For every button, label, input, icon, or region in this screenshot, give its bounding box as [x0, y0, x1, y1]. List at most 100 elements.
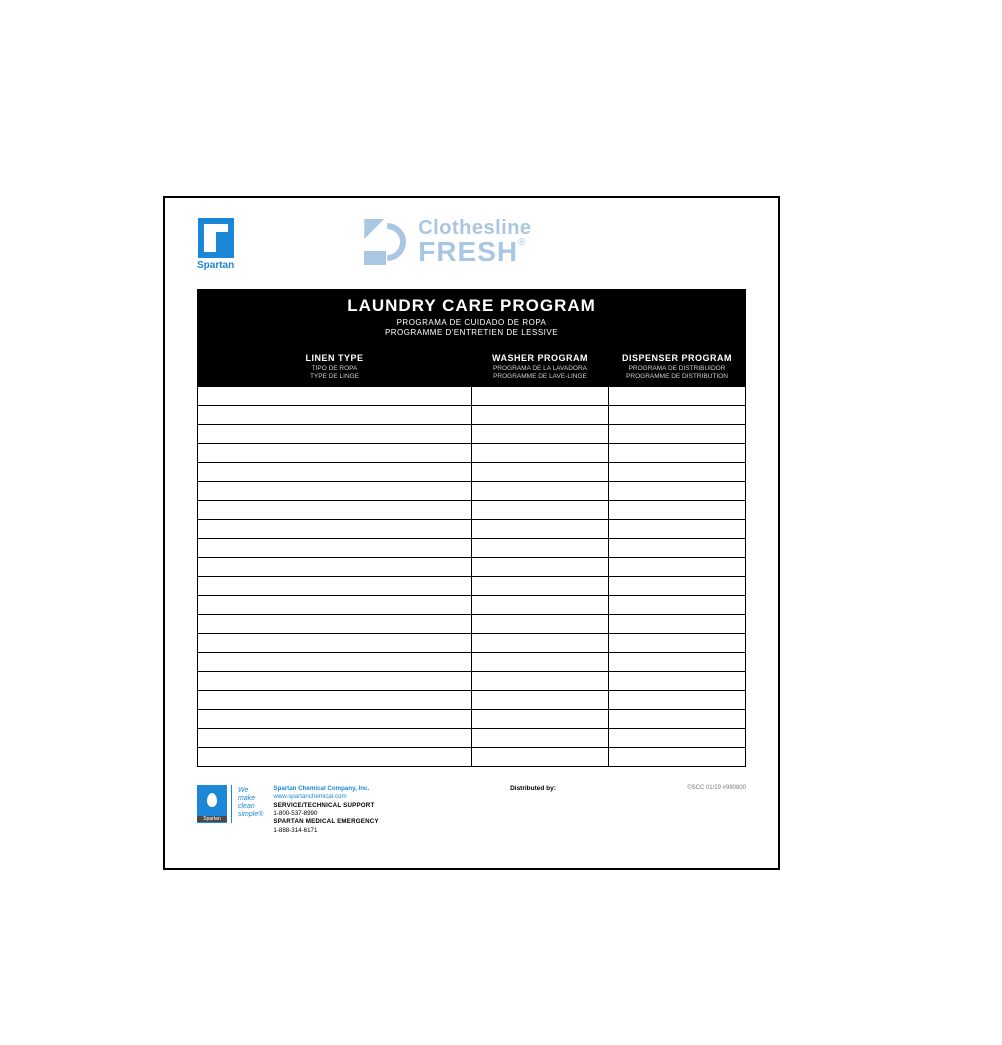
table-cell — [609, 672, 746, 691]
table-cell — [609, 748, 746, 767]
table-cell — [198, 577, 472, 596]
table-cell — [472, 672, 609, 691]
table-cell — [198, 691, 472, 710]
table-cell — [472, 539, 609, 558]
col-header-dispenser-fr: PROGRAMME DE DISTRIBUTION — [613, 373, 741, 381]
table-row — [198, 710, 746, 729]
table-cell — [198, 653, 472, 672]
tagline-l2: make — [238, 795, 263, 803]
footer: Spartan We make clean simple® Spartan Ch… — [197, 785, 746, 835]
tagline-l3: clean — [238, 803, 263, 811]
table-cell — [609, 406, 746, 425]
col-header-linen-main: LINEN TYPE — [202, 353, 467, 363]
table-cell — [609, 501, 746, 520]
table-cell — [198, 387, 472, 406]
col-header-washer-es: PROGRAMA DE LA LAVADORA — [476, 365, 604, 373]
table-cell — [472, 558, 609, 577]
program-table: LINEN TYPE TIPO DE ROPA TYPE DE LINGE WA… — [197, 348, 746, 767]
table-row — [198, 653, 746, 672]
col-header-linen: LINEN TYPE TIPO DE ROPA TYPE DE LINGE — [198, 348, 472, 386]
medical-phone: 1-888-314-6171 — [273, 827, 378, 835]
table-cell — [609, 634, 746, 653]
clothesline-text-line1: Clothesline — [418, 218, 531, 238]
table-cell — [609, 710, 746, 729]
support-label: SERVICE/TECHNICAL SUPPORT — [273, 802, 378, 810]
clothesline-fresh-logo: Clothesline FRESH® — [364, 218, 531, 266]
footer-left: Spartan We make clean simple® Spartan Ch… — [197, 785, 379, 835]
col-header-dispenser-es: PROGRAMA DE DISTRIBUIDOR — [613, 365, 741, 373]
table-cell — [472, 501, 609, 520]
tagline: We make clean simple® — [231, 785, 263, 823]
spartan-logo-icon — [198, 218, 234, 258]
registered-mark: ® — [518, 237, 525, 248]
company-name: Spartan Chemical Company, Inc. — [273, 785, 378, 793]
table-row — [198, 634, 746, 653]
table-row — [198, 615, 746, 634]
table-cell — [609, 577, 746, 596]
table-cell — [198, 463, 472, 482]
program-title-fr: PROGRAMME D'ENTRETIEN DE LESSIVE — [202, 328, 741, 338]
table-cell — [472, 463, 609, 482]
table-row — [198, 558, 746, 577]
col-header-washer-fr: PROGRAMME DE LAVE-LINGE — [476, 373, 604, 381]
table-cell — [609, 425, 746, 444]
table-row — [198, 501, 746, 520]
table-cell — [198, 615, 472, 634]
table-cell — [198, 425, 472, 444]
table-cell — [198, 729, 472, 748]
table-cell — [609, 615, 746, 634]
table-cell — [198, 672, 472, 691]
contact-block: Spartan Chemical Company, Inc. www.spart… — [273, 785, 378, 835]
support-phone: 1-800-537-8990 — [273, 810, 378, 818]
table-row — [198, 577, 746, 596]
table-cell — [472, 520, 609, 539]
table-cell — [609, 729, 746, 748]
table-cell — [472, 615, 609, 634]
col-header-dispenser-main: DISPENSER PROGRAM — [613, 353, 741, 363]
table-cell — [609, 691, 746, 710]
table-row — [198, 387, 746, 406]
table-cell — [472, 577, 609, 596]
table-row — [198, 596, 746, 615]
table-row — [198, 406, 746, 425]
table-cell — [472, 406, 609, 425]
table-cell — [472, 634, 609, 653]
company-url: www.spartanchemical.com — [273, 793, 378, 801]
table-cell — [609, 558, 746, 577]
table-cell — [609, 653, 746, 672]
table-cell — [198, 596, 472, 615]
table-cell — [609, 444, 746, 463]
table-cell — [472, 482, 609, 501]
spartan-mini-logo-label: Spartan — [197, 816, 227, 822]
table-row — [198, 672, 746, 691]
col-header-dispenser: DISPENSER PROGRAM PROGRAMA DE DISTRIBUID… — [609, 348, 746, 386]
program-title: LAUNDRY CARE PROGRAM — [202, 296, 741, 316]
tagline-l1: We — [238, 787, 263, 795]
col-header-washer-main: WASHER PROGRAM — [476, 353, 604, 363]
table-row — [198, 482, 746, 501]
table-row — [198, 691, 746, 710]
table-row — [198, 539, 746, 558]
tagline-l4: simple — [238, 811, 258, 818]
table-row — [198, 520, 746, 539]
table-row — [198, 444, 746, 463]
table-cell — [198, 501, 472, 520]
header-row: Spartan Clothesline FRESH® — [197, 218, 746, 271]
table-cell — [198, 406, 472, 425]
table-cell — [198, 710, 472, 729]
table-cell — [609, 596, 746, 615]
table-row — [198, 729, 746, 748]
table-cell — [472, 596, 609, 615]
table-cell — [198, 520, 472, 539]
table-row — [198, 425, 746, 444]
table-cell — [198, 748, 472, 767]
table-cell — [472, 387, 609, 406]
table-cell — [198, 444, 472, 463]
table-cell — [609, 482, 746, 501]
table-cell — [609, 463, 746, 482]
table-cell — [472, 729, 609, 748]
table-cell — [472, 653, 609, 672]
table-cell — [609, 520, 746, 539]
medical-label: SPARTAN MEDICAL EMERGENCY — [273, 818, 378, 826]
tagline-mark: ® — [258, 811, 263, 818]
